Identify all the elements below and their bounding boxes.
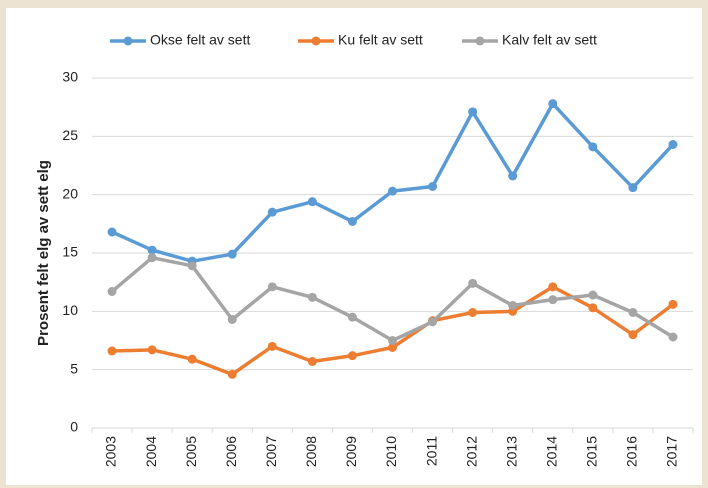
x-tick-label: 2013 [503,436,519,467]
data-point [347,217,357,226]
y-tick-label: 30 [62,69,78,85]
x-tick-label: 2009 [343,436,359,467]
y-tick-label: 5 [70,360,78,376]
x-tick-label: 2007 [263,436,279,467]
data-point [307,357,317,366]
y-tick-label: 20 [62,185,78,201]
data-point [668,140,678,149]
data-point [147,245,157,255]
x-tick-label: 2012 [463,436,479,467]
data-point [147,253,157,263]
data-point [628,183,638,193]
data-point [388,186,397,196]
y-tick-label: 0 [70,419,78,435]
data-point [468,107,478,117]
data-point [588,303,598,313]
chart-area [6,8,702,485]
x-tick-label: 2005 [183,436,199,467]
data-point [107,287,117,296]
x-tick-label: 2008 [303,436,319,467]
x-tick-label: 2003 [103,436,119,467]
data-point [668,332,678,342]
legend-label: Okse felt av sett [150,32,250,48]
data-point [267,207,277,217]
data-point [508,301,518,310]
data-point [628,330,638,340]
data-point [668,299,678,309]
data-point [468,308,478,317]
data-point [548,282,558,292]
legend-swatch [311,36,321,46]
data-point [428,317,438,327]
data-point [588,142,598,152]
y-tick-label: 10 [62,302,78,318]
data-point [588,290,598,300]
legend-swatch [123,36,133,46]
data-point [347,312,357,322]
data-point [187,261,197,271]
data-point [388,336,397,345]
data-point [307,292,317,302]
legend-label: Ku felt av sett [338,32,423,48]
y-tick-label: 25 [62,127,78,143]
data-point [187,354,197,364]
data-point [227,369,237,379]
data-point [468,278,478,288]
data-point [548,99,558,109]
y-axis-label: Prosent felt elg av sett elg [35,160,52,346]
x-tick-label: 2004 [143,436,159,467]
x-tick-label: 2016 [624,436,640,467]
data-point [508,171,518,181]
data-point [267,341,277,351]
data-point [307,197,317,207]
x-tick-label: 2014 [543,436,559,467]
x-tick-label: 2011 [423,436,439,466]
data-point [628,308,638,317]
x-tick-label: 2017 [664,436,680,467]
data-point [227,249,237,259]
legend-label: Kalv felt av sett [502,32,597,48]
data-point [428,182,438,191]
data-point [107,346,117,356]
x-tick-label: 2015 [584,436,600,467]
data-point [548,295,558,305]
y-tick-label: 15 [62,244,78,260]
data-point [107,227,117,237]
x-tick-label: 2010 [383,436,399,467]
x-tick-label: 2006 [223,436,239,467]
data-point [267,282,277,292]
data-point [347,351,357,361]
data-point [227,315,237,324]
data-point [147,345,157,355]
data-point [388,343,397,352]
legend-swatch [475,36,485,46]
